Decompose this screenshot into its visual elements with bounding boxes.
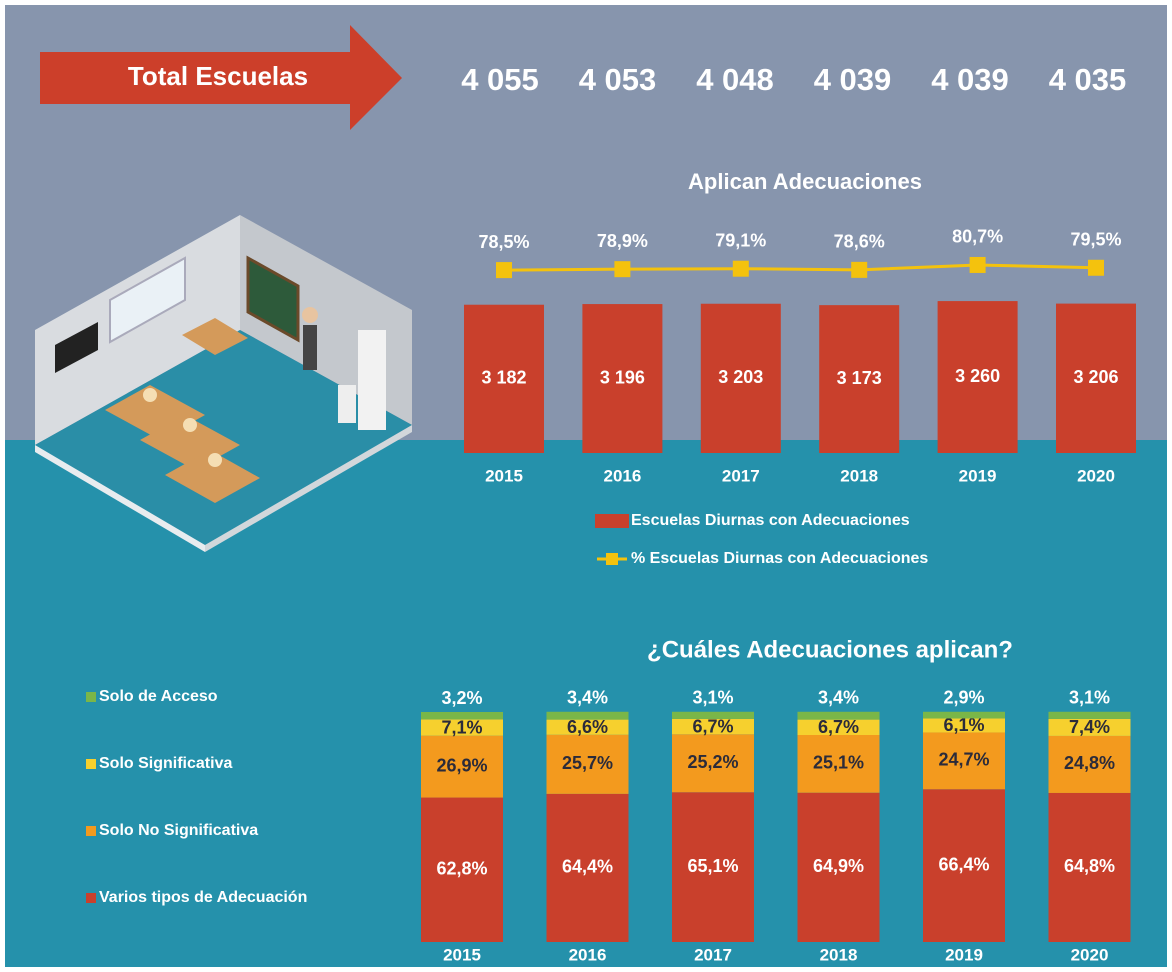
x-tick-label: 2019 — [959, 466, 997, 485]
legend-swatch — [86, 759, 96, 769]
value-label: 6,6% — [567, 717, 608, 737]
x-tick-label: 2018 — [820, 945, 858, 964]
total-value: 4 048 — [696, 62, 774, 97]
value-label: 3 173 — [837, 368, 882, 388]
value-label: 3 182 — [481, 368, 526, 388]
value-label: 66,4% — [938, 854, 989, 874]
bar-segment — [923, 712, 1005, 719]
value-label: 25,1% — [813, 753, 864, 773]
value-label: 24,7% — [938, 750, 989, 770]
infographic: Total Escuelas 4 055 4 053 4 048 4 039 4 039… — [0, 0, 1172, 972]
legend-label: Varios tipos de Adecuación — [99, 889, 307, 906]
x-tick-label: 2015 — [443, 945, 481, 964]
line-marker — [496, 262, 512, 278]
value-label: 6,7% — [818, 717, 859, 737]
value-label: 26,9% — [436, 755, 487, 775]
value-label: 3 196 — [600, 367, 645, 387]
legend-swatch — [86, 826, 96, 836]
bar-segment — [1049, 712, 1131, 719]
value-label: 3 260 — [955, 366, 1000, 386]
value-label: 64,8% — [1064, 856, 1115, 876]
value-label: 3,1% — [692, 688, 733, 708]
value-label: 64,4% — [562, 857, 613, 877]
x-tick-label: 2016 — [603, 466, 641, 485]
value-label: 7,4% — [1069, 717, 1110, 737]
x-tick-label: 2020 — [1071, 945, 1109, 964]
x-tick-label: 2015 — [485, 466, 523, 485]
legend-marker — [606, 553, 618, 565]
legend-label: Solo Significativa — [99, 755, 232, 772]
chart-title: Aplican Adecuaciones — [688, 169, 922, 194]
line-marker — [851, 262, 867, 278]
bar-segment — [547, 712, 629, 720]
chart-title: ¿Cuáles Adecuaciones aplican? — [647, 636, 1013, 663]
line-marker — [970, 257, 986, 273]
value-label: 6,7% — [692, 716, 733, 736]
bar-segment — [421, 712, 503, 719]
value-label: 3 206 — [1073, 367, 1118, 387]
total-value: 4 039 — [814, 62, 892, 97]
legend-label: Solo de Acceso — [99, 688, 218, 705]
x-tick-label: 2017 — [694, 945, 732, 964]
total-value: 4 035 — [1049, 62, 1127, 97]
header-label: Total Escuelas — [128, 61, 308, 91]
total-value: 4 055 — [461, 62, 539, 97]
total-value: 4 039 — [931, 62, 1009, 97]
total-value: 4 053 — [579, 62, 657, 97]
value-label: 3 203 — [718, 367, 763, 387]
legend-swatch — [86, 893, 96, 903]
value-label: 3,1% — [1069, 688, 1110, 708]
value-label: 79,1% — [715, 230, 766, 250]
value-label: 65,1% — [687, 856, 738, 876]
value-label: 7,1% — [441, 717, 482, 737]
value-label: 3,2% — [441, 688, 482, 708]
value-label: 3,4% — [567, 688, 608, 708]
x-tick-label: 2018 — [840, 466, 878, 485]
value-label: 78,5% — [478, 232, 529, 252]
value-label: 78,9% — [597, 231, 648, 251]
bar-segment — [672, 712, 754, 719]
legend-swatch — [86, 692, 96, 702]
value-label: 62,8% — [436, 859, 487, 879]
line-marker — [1088, 260, 1104, 276]
value-label: 2,9% — [943, 688, 984, 708]
legend-swatch — [595, 514, 629, 528]
value-label: 3,4% — [818, 688, 859, 708]
line-marker — [614, 261, 630, 277]
legend-label: Escuelas Diurnas con Adecuaciones — [631, 512, 910, 529]
x-tick-label: 2017 — [722, 466, 760, 485]
value-label: 25,7% — [562, 753, 613, 773]
value-label: 64,9% — [813, 856, 864, 876]
x-tick-label: 2016 — [569, 945, 607, 964]
legend-label: Solo No Significativa — [99, 822, 258, 839]
x-tick-label: 2020 — [1077, 466, 1115, 485]
x-tick-label: 2019 — [945, 945, 983, 964]
value-label: 78,6% — [834, 232, 885, 252]
legend-label: % Escuelas Diurnas con Adecuaciones — [631, 550, 928, 567]
value-label: 25,2% — [687, 752, 738, 772]
value-label: 24,8% — [1064, 753, 1115, 773]
bar-segment — [798, 712, 880, 720]
line-marker — [733, 261, 749, 277]
value-label: 79,5% — [1070, 230, 1121, 250]
value-label: 80,7% — [952, 227, 1003, 247]
